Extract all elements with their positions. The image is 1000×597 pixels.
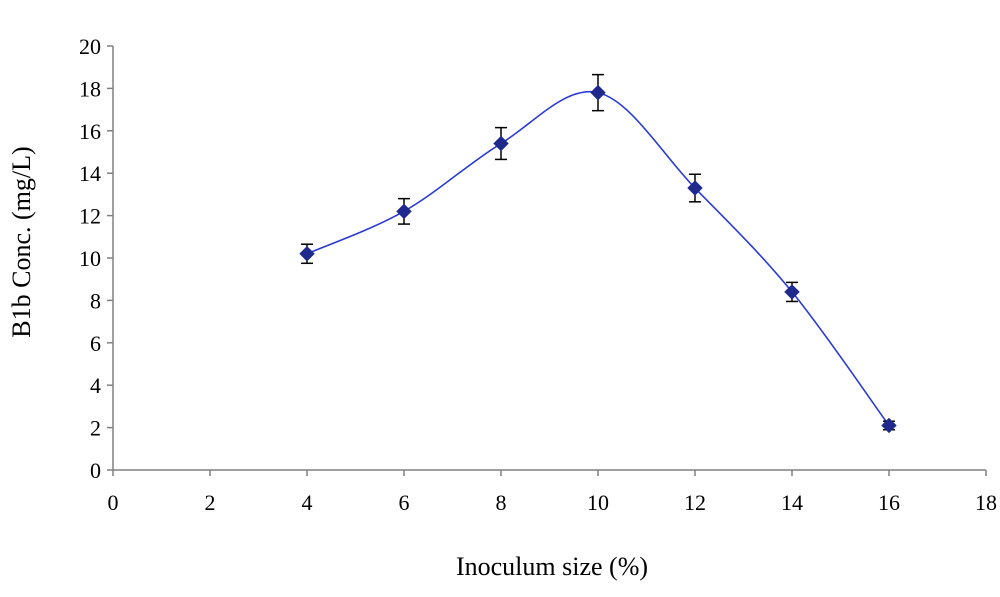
y-axis-ticks: 0 2 4 6 8 10 12 14 16 18 20	[79, 34, 113, 483]
x-tick-label: 10	[587, 490, 609, 515]
y-tick-label: 2	[90, 416, 101, 441]
data-point	[299, 246, 315, 262]
y-tick-label: 8	[90, 288, 101, 313]
x-axis-ticks: 0 2 4 6 8 10 12 14 16 18	[108, 470, 997, 515]
x-axis-title: Inoculum size (%)	[456, 552, 648, 581]
y-tick-label: 10	[79, 246, 101, 271]
y-tick-label: 6	[90, 331, 101, 356]
y-tick-label: 12	[79, 204, 101, 229]
data-point	[687, 180, 703, 196]
data-point	[493, 135, 509, 152]
x-tick-label: 6	[399, 490, 410, 515]
y-tick-label: 14	[79, 161, 101, 186]
plot-area	[299, 73, 897, 434]
data-point	[590, 84, 606, 101]
x-tick-label: 12	[684, 490, 706, 515]
series-line	[306, 90, 890, 426]
y-tick-label: 20	[79, 34, 101, 59]
data-point	[396, 203, 412, 220]
x-tick-label: 2	[205, 490, 216, 515]
x-tick-label: 16	[878, 490, 900, 515]
y-tick-label: 16	[79, 119, 101, 144]
x-tick-label: 4	[302, 490, 313, 515]
data-point	[881, 417, 897, 434]
x-tick-label: 0	[108, 490, 119, 515]
y-tick-label: 4	[90, 373, 101, 398]
x-tick-label: 18	[975, 490, 997, 515]
y-axis-title: B1b Conc. (mg/L)	[7, 146, 36, 337]
axes	[112, 46, 986, 471]
y-tick-label: 0	[90, 458, 101, 483]
x-tick-label: 14	[781, 490, 803, 515]
y-tick-label: 18	[79, 76, 101, 101]
data-point	[784, 284, 800, 300]
x-tick-label: 8	[496, 490, 507, 515]
